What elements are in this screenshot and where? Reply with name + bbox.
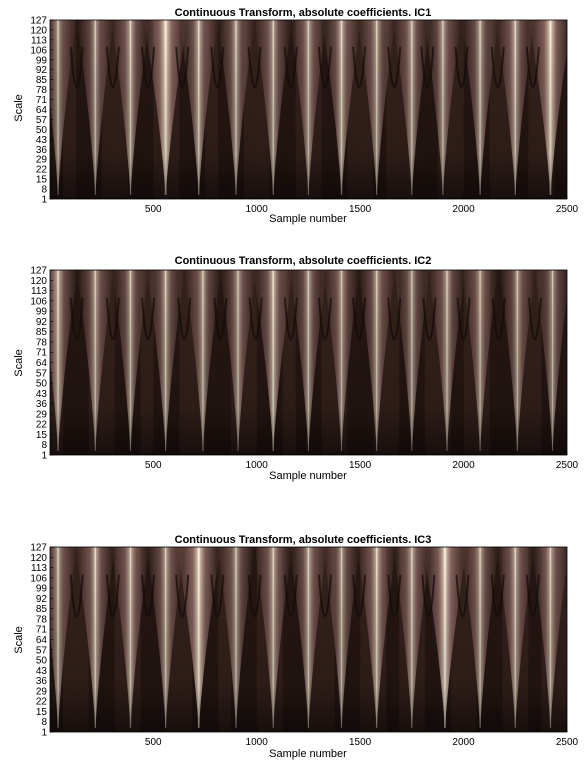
y-tick-label: 85 <box>36 604 48 615</box>
y-tick-label: 92 <box>36 594 48 605</box>
y-tick-label: 71 <box>36 625 48 636</box>
panel-title: Continuous Transform, absolute coefficie… <box>175 255 432 267</box>
y-tick-label: 22 <box>36 420 48 431</box>
y-tick-label: 120 <box>30 276 47 287</box>
heatmap-area <box>50 547 567 732</box>
y-tick-label: 85 <box>36 327 48 338</box>
y-tick-label: 36 <box>36 145 48 156</box>
y-tick-label: 57 <box>36 368 48 379</box>
y-tick-label: 22 <box>36 697 48 708</box>
y-tick-label: 113 <box>31 563 47 574</box>
y-tick-label: 92 <box>36 317 48 328</box>
y-tick-label: 113 <box>31 35 47 46</box>
x-tick-label: 1000 <box>246 737 269 748</box>
y-tick-label: 1 <box>41 728 47 739</box>
heatmap-shade <box>50 20 567 199</box>
panel-ic2: Continuous Transform, absolute coefficie… <box>13 255 579 482</box>
y-tick-label: 71 <box>36 95 48 106</box>
y-tick-label: 15 <box>36 175 48 186</box>
x-tick-label: 1500 <box>349 204 372 215</box>
y-tick-label: 127 <box>30 16 47 27</box>
x-tick-label: 2000 <box>452 460 475 471</box>
y-tick-label: 106 <box>30 45 47 56</box>
y-tick-label: 57 <box>36 115 48 126</box>
x-tick-label: 500 <box>145 737 162 748</box>
y-tick-label: 64 <box>36 358 48 369</box>
x-axis-label: Sample number <box>269 213 347 225</box>
y-tick-label: 1 <box>41 451 47 462</box>
heatmap-area <box>50 20 567 199</box>
y-tick-label: 92 <box>36 65 48 76</box>
x-tick-label: 2000 <box>452 204 475 215</box>
y-tick-label: 78 <box>36 85 48 96</box>
y-tick-label: 71 <box>36 348 48 359</box>
y-tick-label: 15 <box>36 430 48 441</box>
x-tick-label: 500 <box>145 460 162 471</box>
y-tick-label: 8 <box>41 440 47 451</box>
y-tick-label: 43 <box>36 389 48 400</box>
y-tick-label: 29 <box>36 155 48 166</box>
y-tick-label: 50 <box>36 125 48 136</box>
x-tick-label: 1000 <box>246 460 269 471</box>
panel-ic3: Continuous Transform, absolute coefficie… <box>13 534 579 760</box>
y-tick-label: 57 <box>36 645 48 656</box>
y-tick-label: 50 <box>36 656 48 667</box>
y-tick-label: 15 <box>36 707 48 718</box>
x-axis-label: Sample number <box>269 470 347 482</box>
x-tick-label: 500 <box>145 204 162 215</box>
y-tick-label: 8 <box>41 717 47 728</box>
y-tick-label: 120 <box>30 553 47 564</box>
y-tick-label: 8 <box>41 185 47 196</box>
panel-title: Continuous Transform, absolute coefficie… <box>175 534 432 546</box>
y-tick-label: 36 <box>36 676 48 687</box>
y-tick-label: 36 <box>36 399 48 410</box>
panel-ic1: Continuous Transform, absolute coefficie… <box>13 7 579 225</box>
x-tick-label: 1000 <box>246 204 269 215</box>
heatmap-shade <box>50 270 567 455</box>
y-tick-label: 106 <box>30 573 47 584</box>
y-tick-label: 99 <box>36 584 48 595</box>
y-tick-label: 43 <box>36 135 48 146</box>
y-tick-label: 1 <box>41 195 47 206</box>
y-tick-label: 99 <box>36 55 48 66</box>
y-tick-label: 22 <box>36 165 48 176</box>
y-tick-label: 85 <box>36 75 48 86</box>
x-axis-label: Sample number <box>269 748 347 760</box>
y-tick-label: 43 <box>36 666 48 677</box>
y-tick-label: 127 <box>30 543 47 554</box>
x-tick-label: 2500 <box>556 737 579 748</box>
y-axis-label: Scale <box>13 626 25 654</box>
heatmap-area <box>50 270 567 455</box>
y-tick-label: 78 <box>36 337 48 348</box>
y-tick-label: 29 <box>36 409 48 420</box>
y-axis-label: Scale <box>13 349 25 377</box>
y-tick-label: 64 <box>36 635 48 646</box>
x-tick-label: 2000 <box>452 737 475 748</box>
y-tick-label: 127 <box>30 266 47 277</box>
y-tick-label: 120 <box>30 25 47 36</box>
panel-title: Continuous Transform, absolute coefficie… <box>175 7 432 19</box>
x-tick-label: 2500 <box>556 460 579 471</box>
y-tick-label: 78 <box>36 614 48 625</box>
y-axis-label: Scale <box>13 94 25 122</box>
heatmap-shade <box>50 547 567 732</box>
y-tick-label: 29 <box>36 686 48 697</box>
y-tick-label: 64 <box>36 105 48 116</box>
y-tick-label: 106 <box>30 296 47 307</box>
y-tick-label: 50 <box>36 379 48 390</box>
x-tick-label: 1500 <box>349 737 372 748</box>
x-tick-label: 2500 <box>556 204 579 215</box>
y-tick-label: 113 <box>31 286 47 297</box>
x-tick-label: 1500 <box>349 460 372 471</box>
y-tick-label: 99 <box>36 307 48 318</box>
